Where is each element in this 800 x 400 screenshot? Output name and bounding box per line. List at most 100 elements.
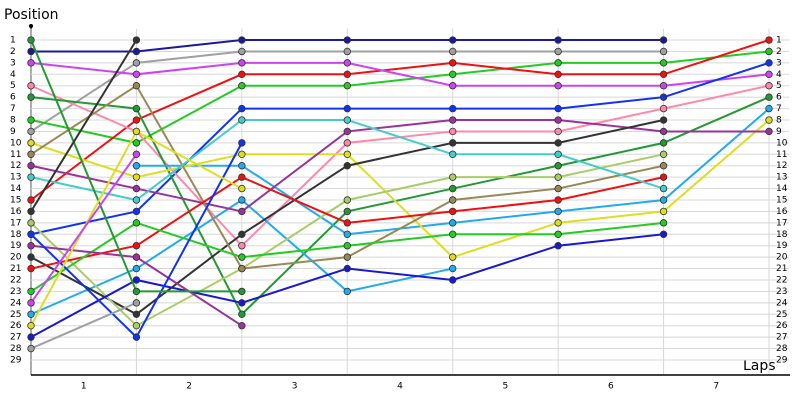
y-tick-label-right: 14 [776, 184, 788, 194]
data-point [132, 253, 141, 261]
data-point [132, 219, 141, 227]
data-point [554, 104, 562, 113]
y-axis-label: Position [4, 7, 59, 23]
data-point [449, 184, 457, 193]
y-tick-label-right: 9 [776, 127, 782, 137]
data-point [659, 127, 668, 136]
data-point [238, 287, 246, 296]
data-point [132, 47, 141, 56]
x-tick-label: 7 [713, 382, 719, 392]
data-point [27, 321, 35, 330]
data-point [449, 127, 457, 136]
data-point [343, 36, 351, 44]
y-tick-label-right: 10 [776, 138, 788, 148]
data-point [27, 333, 35, 341]
series-line [30, 61, 770, 236]
y-tick-label: 20 [10, 253, 22, 263]
data-point [659, 47, 668, 56]
data-point [343, 219, 351, 227]
data-point [343, 82, 351, 90]
data-point [554, 242, 562, 250]
y-tick-label: 13 [10, 173, 21, 183]
data-point [765, 36, 773, 44]
data-point [449, 47, 457, 56]
data-point [554, 139, 562, 147]
data-point [238, 230, 246, 238]
data-point [343, 287, 351, 296]
y-tick-label-right: 2 [776, 47, 782, 57]
data-point [449, 36, 457, 44]
data-point [343, 116, 351, 124]
y-tick-label-right: 25 [776, 310, 787, 320]
y-tick-label: 9 [10, 127, 16, 137]
data-point [132, 127, 141, 136]
data-point [27, 344, 35, 353]
data-point [343, 150, 351, 158]
data-point [343, 127, 351, 136]
x-tick-label: 1 [81, 382, 87, 392]
data-point [238, 253, 246, 261]
data-point [449, 139, 457, 147]
data-point [343, 47, 351, 56]
data-point [238, 184, 246, 193]
data-point [554, 59, 562, 67]
x-tick-label: 4 [397, 382, 403, 392]
y-tick-label: 29 [10, 355, 22, 365]
data-point [238, 196, 246, 204]
y-tick-label-right: 16 [776, 207, 788, 217]
y-tick-label: 22 [10, 275, 21, 285]
data-point [659, 104, 668, 113]
data-point [449, 82, 457, 90]
y-tick-label-right: 21 [776, 264, 787, 274]
data-point [659, 93, 668, 101]
y-tick-label: 23 [10, 287, 21, 297]
data-point [449, 230, 457, 238]
data-point [27, 116, 35, 124]
data-point [659, 219, 668, 227]
data-point [554, 162, 562, 170]
data-point [132, 82, 141, 90]
x-tick-label: 5 [503, 382, 509, 392]
y-tick-label-right: 22 [776, 275, 787, 285]
data-point [132, 162, 141, 170]
data-point [27, 310, 35, 318]
y-tick-label: 10 [10, 138, 22, 148]
data-point [554, 207, 562, 216]
y-tick-label-right: 12 [776, 161, 787, 171]
data-point [132, 264, 141, 273]
data-point [27, 139, 35, 147]
data-point [449, 253, 457, 261]
data-point [765, 93, 773, 101]
data-point [238, 299, 246, 307]
data-point [554, 82, 562, 90]
data-point [132, 59, 141, 67]
data-point [27, 173, 35, 181]
y-tick-label-right: 23 [776, 287, 787, 297]
data-point [449, 150, 457, 158]
data-point [659, 139, 668, 147]
y-tick-label: 24 [10, 298, 22, 308]
y-tick-label-right: 13 [776, 173, 787, 183]
data-point [449, 219, 457, 227]
data-point [343, 162, 351, 170]
data-point [27, 196, 35, 204]
data-point [659, 207, 668, 216]
y-tick-label: 27 [10, 333, 21, 343]
y-tick-label: 21 [10, 264, 21, 274]
data-point [238, 139, 246, 147]
data-point [27, 36, 35, 44]
data-point [27, 59, 35, 67]
series-line [30, 153, 138, 304]
data-point [132, 287, 141, 296]
data-point [132, 242, 141, 250]
data-point [238, 310, 246, 318]
data-point [659, 82, 668, 90]
data-point [554, 116, 562, 124]
y-tick-label-right: 20 [776, 253, 788, 263]
y-tick-label: 12 [10, 161, 21, 171]
data-point [554, 36, 562, 44]
data-point [27, 207, 35, 216]
x-tick-label: 3 [292, 382, 298, 392]
